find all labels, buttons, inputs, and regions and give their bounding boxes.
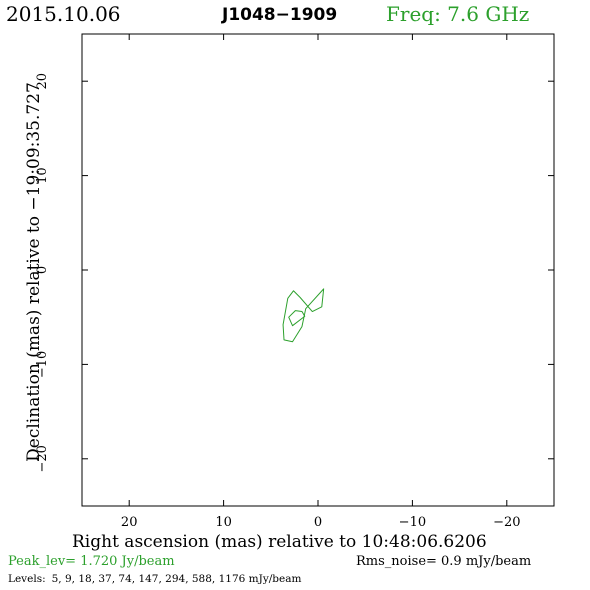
- y-tick-label: 0: [35, 266, 50, 274]
- y-tick-label: −10: [35, 351, 50, 378]
- jet-contour-outer: [282, 288, 325, 343]
- levels-values: 5, 9, 18, 37, 74, 147, 294, 588, 1176 mJ…: [51, 573, 302, 585]
- peak-level: Peak_lev= 1.720 Jy/beam: [8, 554, 175, 569]
- y-tick-label: 20: [35, 73, 50, 90]
- jet-contour-inner: [288, 310, 306, 327]
- source-name: J1048−1909: [222, 5, 338, 25]
- contours: [282, 288, 325, 343]
- y-tick-label: 10: [35, 167, 50, 184]
- y-axis-label: Declination (mas) relative to −19:09:35.…: [24, 82, 44, 462]
- axis-tick-labels: 20 10 0 −10 −20 20 10 0 −10 −20: [35, 73, 521, 530]
- x-tick-label: 10: [215, 515, 232, 530]
- plot-frame: [81, 33, 555, 507]
- x-tick-label: −10: [399, 515, 426, 530]
- x-tick-label: 0: [314, 515, 322, 530]
- axis-ticks: [82, 34, 554, 506]
- y-tick-label: −20: [35, 445, 50, 472]
- observation-date: 2015.10.06: [6, 2, 121, 26]
- contour-levels: Levels: 5, 9, 18, 37, 74, 147, 294, 588, …: [8, 573, 301, 585]
- x-tick-label: 20: [121, 515, 138, 530]
- x-axis-label: Right ascension (mas) relative to 10:48:…: [72, 532, 487, 552]
- x-tick-label: −20: [493, 515, 520, 530]
- rms-noise: Rms_noise= 0.9 mJy/beam: [356, 554, 532, 569]
- frequency-label: Freq: 7.6 GHz: [386, 2, 530, 26]
- levels-label: Levels:: [8, 573, 46, 585]
